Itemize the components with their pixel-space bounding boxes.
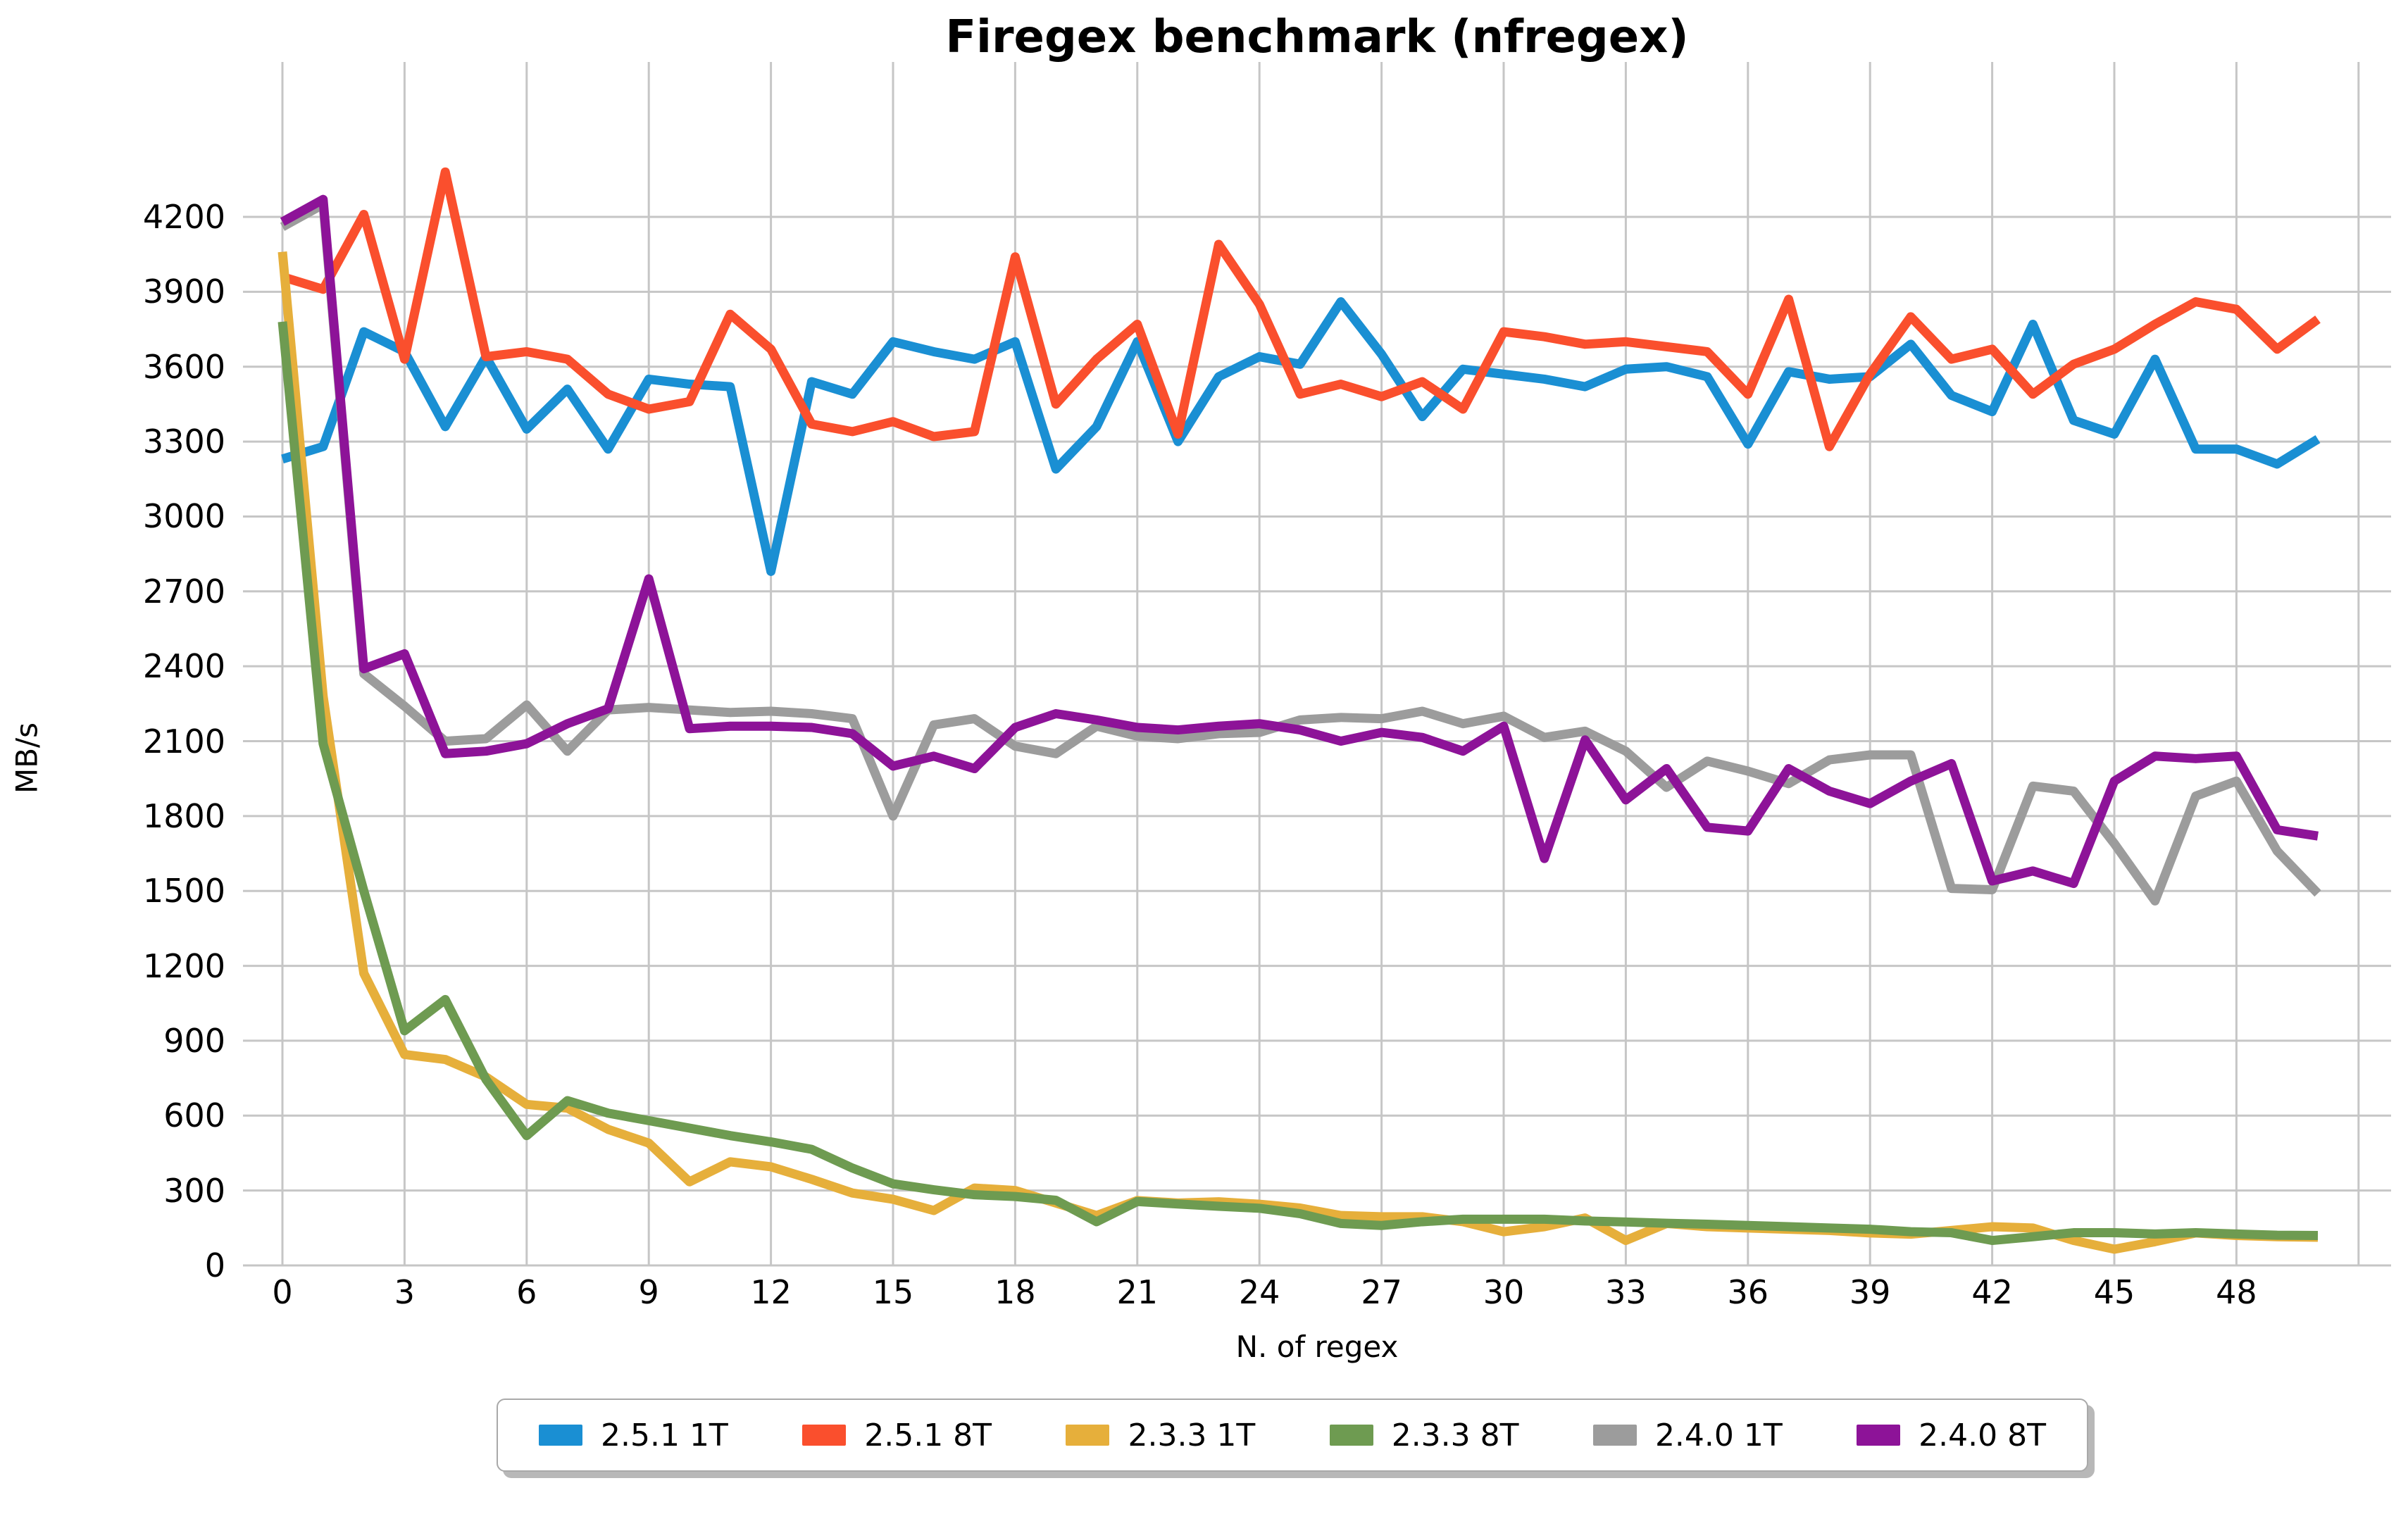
- x-tick-label: 15: [872, 1273, 914, 1311]
- x-tick-label: 21: [1116, 1273, 1159, 1311]
- legend-item-5: 2.4.0 8T: [1857, 1418, 2046, 1453]
- x-tick-label: 30: [1483, 1273, 1525, 1311]
- series-line-0: [281, 297, 2321, 576]
- legend-item-2: 2.3.3 1T: [1066, 1418, 1255, 1453]
- gridlines: [243, 62, 2391, 1267]
- legend-swatch-icon: [1066, 1425, 1110, 1446]
- y-tick-label: 2700: [142, 572, 225, 611]
- legend-swatch-icon: [1329, 1425, 1373, 1446]
- legend-label: 2.3.3 8T: [1391, 1417, 1519, 1453]
- legend-label: 2.5.1 1T: [601, 1417, 728, 1453]
- legend-label: 2.4.0 1T: [1654, 1417, 1783, 1453]
- series-line-5: [280, 194, 2319, 889]
- x-axis-label: N. of regex: [1235, 1330, 1399, 1364]
- y-tick-label: 4200: [142, 198, 225, 237]
- y-tick-label: 3900: [142, 273, 225, 311]
- series-line-1: [281, 167, 2321, 451]
- legend-item-4: 2.4.0 1T: [1592, 1417, 1783, 1453]
- y-tick-label: 1200: [142, 946, 225, 985]
- x-tick-label: 36: [1727, 1273, 1769, 1311]
- series-line-2: [277, 251, 2319, 1254]
- y-tick-label: 1500: [142, 872, 225, 911]
- chart-title: Firegex benchmark (nfregex): [945, 11, 1689, 63]
- legend-label: 2.5.1 8T: [864, 1417, 992, 1453]
- y-tick-label: 3600: [142, 347, 225, 386]
- y-tick-label: 2400: [142, 647, 225, 686]
- x-tick-label: 12: [750, 1273, 792, 1311]
- legend-swatch-icon: [539, 1425, 582, 1446]
- legend-label: 2.4.0 8T: [1919, 1417, 2046, 1453]
- legend-item-3: 2.3.3 8T: [1329, 1417, 1519, 1453]
- x-tick-label: 9: [638, 1273, 659, 1311]
- legend: 2.5.1 1T 2.5.1 8T 2.3.3 1T 2.3.3 8T 2.4.0 1T…: [497, 1399, 2088, 1472]
- series-line-3: [277, 321, 2319, 1246]
- x-tick-label: 45: [2093, 1273, 2135, 1311]
- x-tick-label: 0: [272, 1273, 293, 1311]
- x-tick-label: 3: [394, 1273, 416, 1311]
- x-tick-label: 24: [1238, 1273, 1280, 1311]
- legend-swatch-icon: [1592, 1425, 1637, 1446]
- x-tick-label: 27: [1361, 1273, 1402, 1311]
- legend-swatch-icon: [1857, 1425, 1901, 1446]
- x-tick-label: 48: [2216, 1273, 2257, 1311]
- x-tick-label: 42: [1971, 1273, 2013, 1311]
- y-tick-label: 900: [163, 1021, 225, 1060]
- x-tick-label: 39: [1849, 1273, 1891, 1311]
- y-tick-label: 2100: [142, 722, 225, 761]
- y-tick-label: 3000: [142, 497, 225, 536]
- y-tick-label: 300: [163, 1171, 225, 1210]
- y-tick-label: 1800: [142, 796, 225, 835]
- legend-item-1: 2.5.1 8T: [802, 1418, 992, 1453]
- legend-item-0: 2.5.1 1T: [539, 1418, 728, 1453]
- x-tick-label: 33: [1605, 1273, 1647, 1311]
- legend-label: 2.3.3 1T: [1128, 1417, 1256, 1453]
- x-tick-label: 6: [516, 1273, 537, 1311]
- x-tick-label: 18: [994, 1273, 1036, 1311]
- legend-swatch-icon: [802, 1425, 847, 1446]
- y-tick-label: 3300: [142, 423, 225, 461]
- y-tick-label: 600: [163, 1096, 225, 1135]
- y-tick-label: 0: [204, 1246, 225, 1284]
- series-line-4: [280, 199, 2321, 906]
